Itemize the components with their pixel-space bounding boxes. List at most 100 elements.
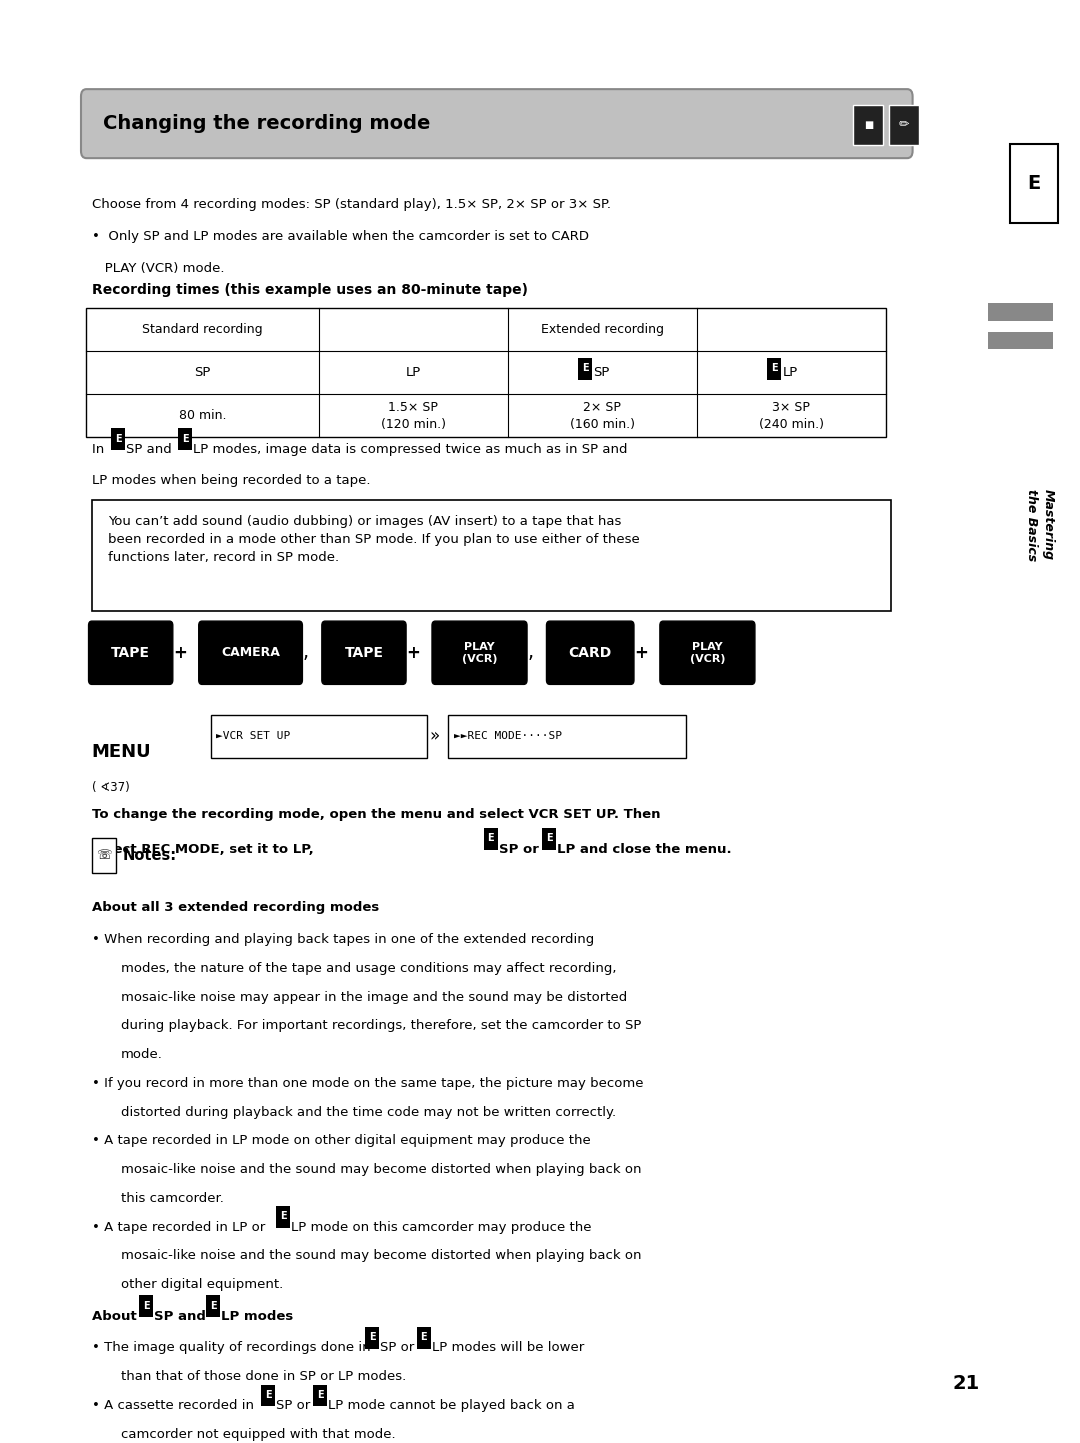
Text: E: E (545, 833, 553, 843)
Text: »: » (429, 727, 440, 745)
Bar (1010, 144, 1058, 222)
Bar (111, 429, 125, 450)
Text: To change the recording mode, open the menu and select VCR SET UP. Then: To change the recording mode, open the m… (92, 808, 660, 821)
Text: E: E (210, 1300, 217, 1310)
Text: LP mode on this camcorder may produce the: LP mode on this camcorder may produce th… (292, 1221, 592, 1234)
Text: SP: SP (594, 367, 610, 380)
Text: E: E (582, 364, 589, 374)
Text: LP modes will be lower: LP modes will be lower (432, 1342, 584, 1355)
Bar (261, 1385, 275, 1405)
Text: LP modes, image data is compressed twice as much as in SP and: LP modes, image data is compressed twice… (193, 443, 627, 456)
Text: select REC MODE, set it to LP,: select REC MODE, set it to LP, (92, 843, 319, 856)
Text: Extended recording: Extended recording (541, 323, 663, 336)
FancyBboxPatch shape (199, 620, 302, 684)
Text: SP or: SP or (276, 1398, 315, 1411)
Text: Mastering
the Basics: Mastering the Basics (1025, 489, 1055, 561)
Text: 3× SP
(240 min.): 3× SP (240 min.) (758, 401, 824, 430)
Bar (365, 1328, 379, 1349)
Text: ( ∢37): ( ∢37) (92, 781, 130, 794)
Bar (417, 1328, 431, 1349)
Text: mode.: mode. (121, 1048, 163, 1061)
FancyBboxPatch shape (89, 620, 173, 684)
Text: Notes:: Notes: (123, 848, 177, 863)
FancyBboxPatch shape (660, 620, 755, 684)
Text: ■: ■ (864, 120, 873, 130)
Text: CAMERA: CAMERA (221, 646, 280, 659)
Text: E: E (771, 364, 778, 374)
Text: +: + (407, 644, 420, 662)
Text: Changing the recording mode: Changing the recording mode (103, 114, 430, 133)
Text: +: + (174, 644, 187, 662)
Text: LP mode cannot be played back on a: LP mode cannot be played back on a (328, 1398, 575, 1411)
Text: SP and: SP and (154, 1310, 211, 1323)
Text: E: E (420, 1332, 427, 1342)
Bar (313, 1385, 327, 1405)
Text: PLAY (VCR) mode.: PLAY (VCR) mode. (92, 261, 225, 274)
Text: ☏: ☏ (96, 848, 111, 861)
Bar (211, 714, 427, 758)
Bar (988, 332, 1053, 349)
Text: • A tape recorded in LP mode on other digital equipment may produce the: • A tape recorded in LP mode on other di… (92, 1134, 591, 1147)
FancyBboxPatch shape (432, 620, 527, 684)
Text: mosaic-like noise and the sound may become distorted when playing back on: mosaic-like noise and the sound may beco… (121, 1250, 642, 1263)
Text: TAPE: TAPE (345, 646, 383, 659)
Text: than that of those done in SP or LP modes.: than that of those done in SP or LP mode… (121, 1371, 406, 1384)
Text: Recording times (this example uses an 80-minute tape): Recording times (this example uses an 80… (92, 283, 528, 297)
Bar (853, 105, 883, 146)
Text: ,: , (302, 644, 309, 662)
Text: E: E (316, 1390, 323, 1400)
Text: mosaic-like noise may appear in the image and the sound may be distorted: mosaic-like noise may appear in the imag… (121, 991, 627, 1004)
Text: SP and: SP and (126, 443, 176, 456)
Text: camcorder not equipped with that mode.: camcorder not equipped with that mode. (121, 1427, 395, 1440)
Text: About: About (92, 1310, 141, 1323)
Bar (86, 307, 886, 437)
Text: 1.5× SP
(120 min.): 1.5× SP (120 min.) (380, 401, 446, 430)
Text: LP modes: LP modes (221, 1310, 294, 1323)
Text: LP and close the menu.: LP and close the menu. (557, 843, 732, 856)
Bar (92, 501, 891, 610)
Text: About all 3 extended recording modes: About all 3 extended recording modes (92, 902, 379, 915)
Text: E: E (181, 433, 189, 443)
Text: Standard recording: Standard recording (143, 323, 262, 336)
Bar (484, 828, 498, 850)
Text: LP: LP (782, 367, 798, 380)
Text: E: E (1027, 173, 1041, 193)
Bar (206, 1296, 220, 1317)
Text: • A tape recorded in LP or: • A tape recorded in LP or (92, 1221, 269, 1234)
Text: E: E (368, 1332, 376, 1342)
Text: PLAY
(VCR): PLAY (VCR) (690, 642, 725, 664)
Text: 2× SP
(160 min.): 2× SP (160 min.) (569, 401, 635, 430)
Text: SP: SP (194, 367, 211, 380)
Text: You can’t add sound (audio dubbing) or images (AV insert) to a tape that has
bee: You can’t add sound (audio dubbing) or i… (108, 515, 639, 564)
Text: E: E (143, 1300, 150, 1310)
Text: ►VCR SET UP: ►VCR SET UP (216, 732, 291, 742)
Text: E: E (280, 1211, 286, 1221)
Text: distorted during playback and the time code may not be written correctly.: distorted during playback and the time c… (121, 1105, 616, 1118)
Text: during playback. For important recordings, therefore, set the camcorder to SP: during playback. For important recording… (121, 1019, 642, 1032)
FancyBboxPatch shape (546, 620, 634, 684)
Text: SP or: SP or (499, 843, 543, 856)
Text: this camcorder.: this camcorder. (121, 1192, 224, 1205)
Text: modes, the nature of the tape and usage conditions may affect recording,: modes, the nature of the tape and usage … (121, 962, 617, 975)
Text: other digital equipment.: other digital equipment. (121, 1278, 283, 1291)
Text: +: + (635, 644, 648, 662)
Bar (178, 429, 192, 450)
Bar (767, 358, 782, 380)
Bar (276, 1206, 291, 1228)
Bar (448, 714, 686, 758)
Text: • A cassette recorded in: • A cassette recorded in (92, 1398, 258, 1411)
Text: SP or: SP or (380, 1342, 419, 1355)
Text: • If you record in more than one mode on the same tape, the picture may become: • If you record in more than one mode on… (92, 1076, 644, 1089)
Text: E: E (114, 433, 122, 443)
Text: LP modes when being recorded to a tape.: LP modes when being recorded to a tape. (92, 475, 370, 488)
Text: CARD: CARD (568, 646, 612, 659)
Text: LP: LP (405, 367, 421, 380)
Text: In: In (92, 443, 108, 456)
Text: E: E (487, 833, 495, 843)
Text: 21: 21 (953, 1374, 981, 1392)
Text: ►►REC MODE····SP: ►►REC MODE····SP (454, 732, 562, 742)
FancyBboxPatch shape (81, 89, 913, 159)
Text: ,: , (527, 644, 534, 662)
Text: TAPE: TAPE (111, 646, 150, 659)
Bar (889, 105, 919, 146)
